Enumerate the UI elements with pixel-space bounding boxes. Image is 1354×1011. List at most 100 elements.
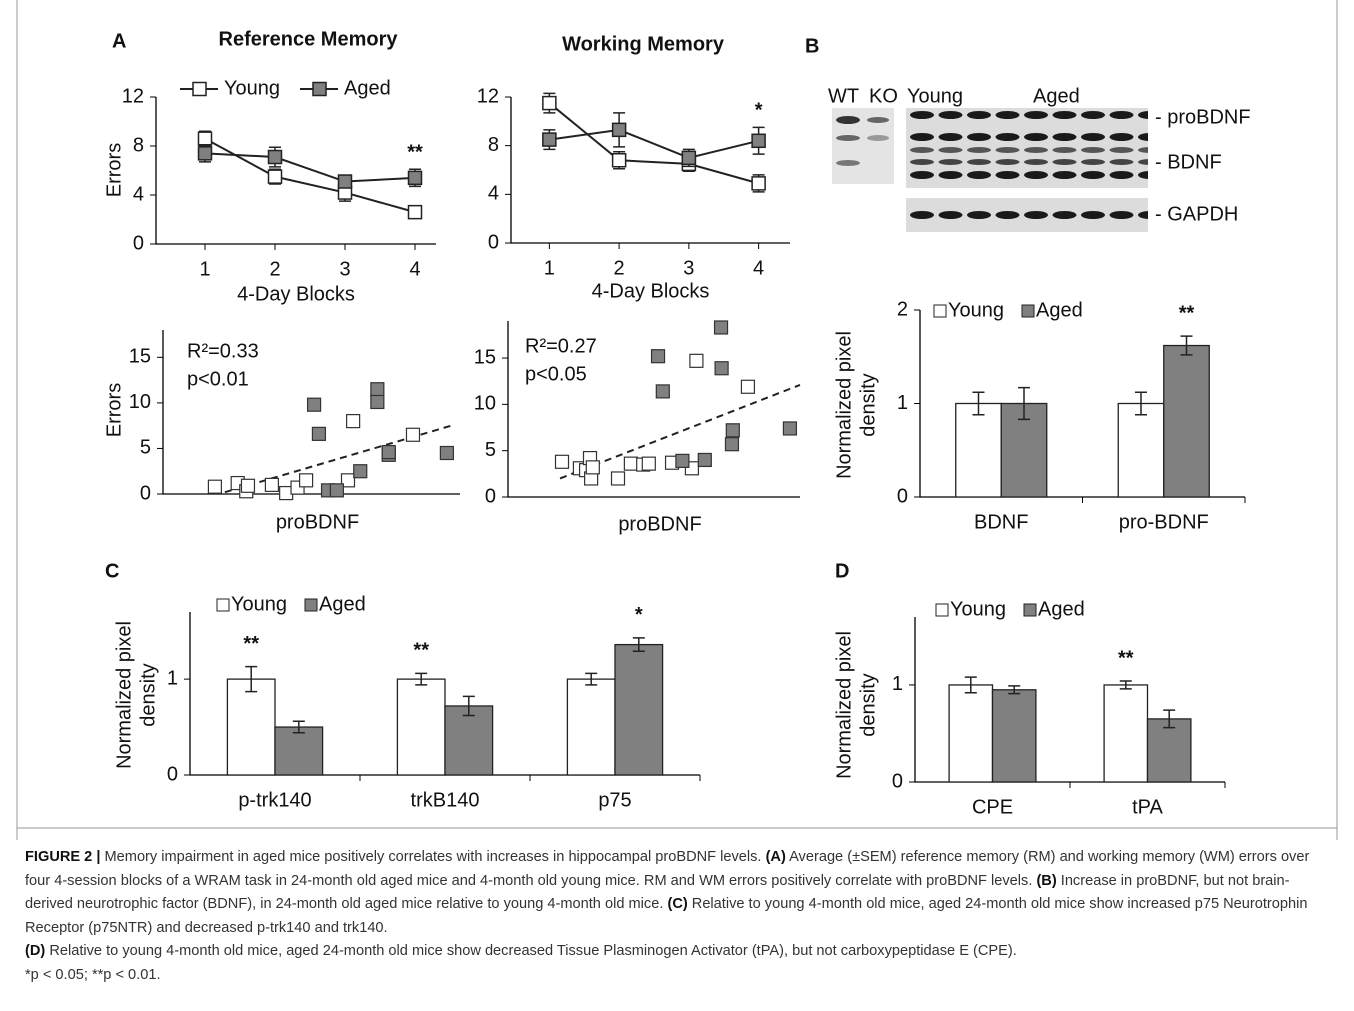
point (371, 395, 384, 408)
y-tick-label: 1 (897, 392, 908, 414)
point (726, 424, 739, 437)
x-tick-label: 2 (269, 258, 280, 280)
y-tick-label: 12 (122, 85, 144, 107)
point (652, 350, 665, 363)
x-tick-label: 1 (199, 258, 210, 280)
x-tick-label: BDNF (974, 511, 1028, 533)
y-tick-label: 10 (474, 393, 496, 415)
blot-band-label: - GAPDH (1155, 203, 1238, 225)
x-tick-label: 3 (683, 257, 694, 279)
point (656, 385, 669, 398)
x-axis-label: 4-Day Blocks (592, 280, 710, 302)
point (208, 480, 221, 493)
y-tick-label: 8 (133, 134, 144, 156)
series-line (549, 130, 758, 158)
x-tick-label: 2 (614, 257, 625, 279)
annotation: p<0.01 (187, 368, 249, 390)
axes (511, 97, 790, 243)
panel-label: D (835, 560, 849, 582)
bar (567, 679, 615, 775)
annotation: R²=0.27 (525, 335, 597, 357)
y-axis-label: Normalized pixel (113, 621, 135, 769)
y-axis-label: density (857, 373, 879, 436)
significance: ** (243, 633, 259, 655)
point (308, 398, 321, 411)
point (586, 461, 599, 474)
legend-marker (313, 83, 326, 96)
legend-marker (193, 83, 206, 96)
marker (613, 154, 626, 167)
x-tick-label: p-trk140 (238, 789, 311, 811)
y-tick-label: 15 (129, 346, 151, 368)
x-tick-label: 3 (339, 258, 350, 280)
chart-title: Reference Memory (219, 28, 399, 50)
legend-label: Young (231, 593, 287, 615)
x-axis-label: proBDNF (618, 513, 701, 535)
y-axis-label: density (857, 673, 879, 736)
y-axis-label: Errors (103, 143, 125, 197)
caption-text: Relative to young 4-month old mice, aged… (49, 943, 1016, 959)
marker (269, 170, 282, 183)
blot-lane-label: Aged (1033, 85, 1080, 107)
blot-lane-label: KO (869, 85, 898, 107)
legend-swatch (936, 604, 948, 616)
x-tick-label: tPA (1132, 796, 1163, 818)
point (312, 427, 325, 440)
point (241, 479, 254, 492)
y-tick-label: 12 (477, 85, 499, 107)
annotation: p<0.05 (525, 363, 587, 385)
point (624, 457, 637, 470)
y-tick-label: 0 (488, 231, 499, 253)
y-tick-label: 10 (129, 391, 151, 413)
legend-swatch (1024, 604, 1036, 616)
point (371, 383, 384, 396)
blot-band-label: - proBDNF (1155, 106, 1251, 128)
point (612, 472, 625, 485)
y-tick-label: 0 (133, 232, 144, 254)
bar (1104, 685, 1147, 782)
legend-label: Aged (1038, 598, 1085, 620)
point (698, 453, 711, 466)
blot-lane-label: Young (907, 85, 963, 107)
point (300, 474, 313, 487)
point (642, 457, 655, 470)
point (715, 321, 728, 334)
y-tick-label: 8 (488, 134, 499, 156)
x-tick-label: pro-BDNF (1119, 511, 1209, 533)
bar (227, 679, 275, 775)
y-tick-label: 4 (488, 183, 499, 205)
significance: ** (1118, 647, 1134, 669)
blot-lane-label: WT (828, 85, 859, 107)
series-line (205, 139, 415, 213)
bar (615, 645, 663, 775)
legend-swatch (217, 599, 229, 611)
legend-label: Aged (319, 593, 366, 615)
point (556, 455, 569, 468)
y-tick-label: 5 (485, 439, 496, 461)
caption-tag: (B) (1036, 873, 1056, 889)
panel-label: C (105, 560, 119, 582)
western-blot (832, 108, 1148, 232)
marker (682, 151, 695, 164)
significance: * (755, 100, 763, 122)
point (382, 446, 395, 459)
x-tick-label: CPE (972, 796, 1013, 818)
page: {"panels": ["A", "B", "C", "D"], "blot":… (0, 0, 1354, 1011)
panel-label: B (805, 35, 819, 57)
significance: ** (1179, 302, 1195, 324)
y-tick-label: 4 (133, 183, 144, 205)
y-axis-label: Errors (103, 383, 125, 437)
blot-band-label: - BDNF (1155, 151, 1222, 173)
point (406, 428, 419, 441)
marker (199, 147, 212, 160)
x-axis-label: proBDNF (276, 511, 359, 533)
axes (156, 97, 436, 244)
caption-tag: (A) (766, 849, 786, 865)
bar (445, 706, 493, 775)
marker (752, 134, 765, 147)
legend-label: Young (950, 598, 1006, 620)
legend-swatch (305, 599, 317, 611)
caption: FIGURE 2 | Memory impairment in aged mic… (25, 846, 1335, 988)
point (676, 454, 689, 467)
y-tick-label: 0 (485, 485, 496, 507)
